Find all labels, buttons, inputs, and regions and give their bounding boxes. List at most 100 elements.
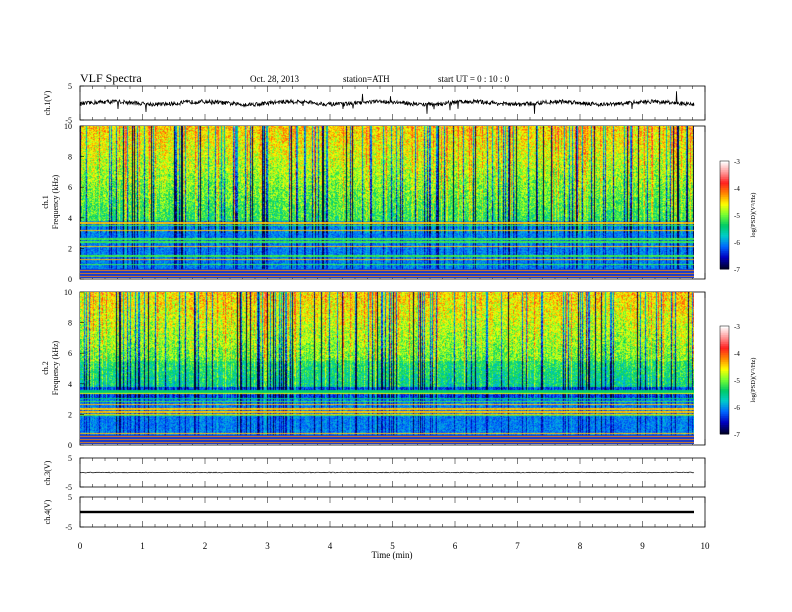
colorbar-swatch bbox=[720, 374, 729, 377]
colorbar-swatch bbox=[720, 369, 729, 372]
x-tick-label: 7 bbox=[515, 541, 520, 551]
colorbar-swatch bbox=[720, 179, 729, 182]
ch1-spectrogram-image bbox=[80, 126, 694, 278]
colorbar-swatch bbox=[720, 407, 729, 410]
colorbar-swatch bbox=[720, 417, 729, 421]
colorbar-swatch bbox=[720, 189, 729, 193]
colorbar-tick-label: -6 bbox=[734, 239, 740, 247]
ch1-spec-ylabel-frequency: Frequency (kHz) bbox=[51, 174, 60, 229]
colorbar-swatch bbox=[720, 408, 729, 412]
colorbar-swatch bbox=[720, 240, 729, 243]
colorbar-swatch bbox=[720, 378, 729, 381]
y-tick-label: 6 bbox=[68, 349, 72, 358]
colorbar-swatch bbox=[720, 191, 729, 194]
colorbar-swatch bbox=[720, 380, 729, 383]
colorbar-swatch bbox=[720, 206, 729, 209]
colorbar-swatch bbox=[720, 398, 729, 401]
colorbar-tick-label: -4 bbox=[734, 185, 740, 193]
colorbar-swatch bbox=[720, 340, 729, 343]
colorbar-swatch bbox=[720, 256, 729, 259]
colorbar-swatch bbox=[720, 164, 729, 167]
colorbar-tick-label: -3 bbox=[734, 323, 740, 331]
colorbar-swatch bbox=[720, 333, 729, 336]
colorbar-swatch bbox=[720, 385, 729, 388]
colorbar-swatch bbox=[720, 229, 729, 232]
colorbar-swatch bbox=[720, 216, 729, 220]
colorbar-swatch bbox=[720, 225, 729, 229]
colorbar-swatch bbox=[720, 399, 729, 403]
y-tick-label: 0 bbox=[68, 441, 72, 450]
colorbar-swatch bbox=[720, 177, 729, 180]
colorbar-swatch bbox=[720, 245, 729, 248]
y-tick-label: 5 bbox=[68, 493, 72, 502]
ch1-spec-ylabel-channel: ch.1 bbox=[41, 195, 50, 209]
colorbar-swatch bbox=[720, 207, 729, 211]
colorbar-swatch bbox=[720, 180, 729, 184]
colorbar-swatch bbox=[720, 231, 729, 234]
y-tick-label: 5 bbox=[68, 82, 72, 91]
colorbar-swatch bbox=[720, 263, 729, 266]
colorbar-tick-label: -3 bbox=[734, 158, 740, 166]
colorbar-swatch bbox=[720, 335, 729, 338]
y-tick-label: 8 bbox=[68, 319, 72, 328]
ch2-spec-ylabel-frequency: Frequency (kHz) bbox=[51, 340, 60, 395]
colorbar-swatch bbox=[720, 410, 729, 413]
y-tick-label: 0 bbox=[68, 275, 72, 284]
colorbar-swatch bbox=[720, 261, 729, 265]
colorbar-swatch bbox=[720, 372, 729, 376]
colorbar-swatch bbox=[720, 252, 729, 256]
colorbar-swatch bbox=[720, 193, 729, 196]
colorbar-swatch bbox=[720, 215, 729, 218]
colorbar-tick-label: -6 bbox=[734, 404, 740, 412]
colorbar-swatch bbox=[720, 376, 729, 379]
x-tick-label: 1 bbox=[140, 541, 145, 551]
x-tick-label: 4 bbox=[328, 541, 333, 551]
ch1-waveform-ylabel: ch.1(V) bbox=[43, 90, 52, 115]
colorbar-swatch bbox=[720, 218, 729, 221]
y-tick-label: 4 bbox=[68, 214, 72, 223]
colorbar-swatch bbox=[720, 211, 729, 214]
colorbar-swatch bbox=[720, 260, 729, 263]
colorbar-swatch bbox=[720, 184, 729, 187]
colorbar-swatch bbox=[720, 331, 729, 334]
colorbar-swatch bbox=[720, 383, 729, 386]
colorbar-swatch bbox=[720, 360, 729, 363]
colorbar-swatch bbox=[720, 213, 729, 216]
colorbar-swatch bbox=[720, 416, 729, 419]
colorbar-swatch bbox=[720, 173, 729, 176]
x-tick-label: 0 bbox=[78, 541, 83, 551]
colorbar-swatch bbox=[720, 327, 729, 331]
colorbar-swatch bbox=[720, 414, 729, 417]
colorbar-swatch bbox=[720, 166, 729, 169]
figure-title: VLF Spectra bbox=[80, 71, 142, 85]
colorbar-swatch bbox=[720, 392, 729, 395]
ch2-spectrogram-image bbox=[80, 292, 694, 444]
colorbar-swatch bbox=[720, 423, 729, 426]
colorbar-swatch bbox=[720, 251, 729, 254]
colorbar-swatch bbox=[720, 267, 729, 270]
colorbar-swatch bbox=[720, 412, 729, 415]
colorbar-swatch bbox=[720, 243, 729, 247]
colorbar-swatch bbox=[720, 247, 729, 250]
y-tick-label: -5 bbox=[65, 483, 72, 492]
y-tick-label: 10 bbox=[64, 122, 72, 131]
y-tick-label: 10 bbox=[64, 288, 72, 297]
date-label: Oct. 28, 2013 bbox=[250, 74, 299, 84]
colorbar-swatch bbox=[720, 220, 729, 223]
colorbar-label: log(PSD)(V²/Hz) bbox=[750, 358, 757, 403]
colorbar-swatch bbox=[720, 161, 729, 164]
colorbar-tick-label: -7 bbox=[734, 431, 740, 439]
colorbar-swatch bbox=[720, 387, 729, 390]
colorbar-swatch bbox=[720, 329, 729, 332]
colorbar-swatch bbox=[720, 197, 729, 200]
ch1-waveform-trace bbox=[79, 91, 695, 114]
x-tick-label: 3 bbox=[265, 541, 270, 551]
colorbar-swatch bbox=[720, 336, 729, 340]
colorbar-frame bbox=[719, 325, 730, 435]
colorbar-swatch bbox=[720, 198, 729, 202]
colorbar-swatch bbox=[720, 396, 729, 399]
colorbar-swatch bbox=[720, 365, 729, 368]
colorbar-swatch bbox=[720, 242, 729, 245]
colorbar-swatch bbox=[720, 233, 729, 236]
